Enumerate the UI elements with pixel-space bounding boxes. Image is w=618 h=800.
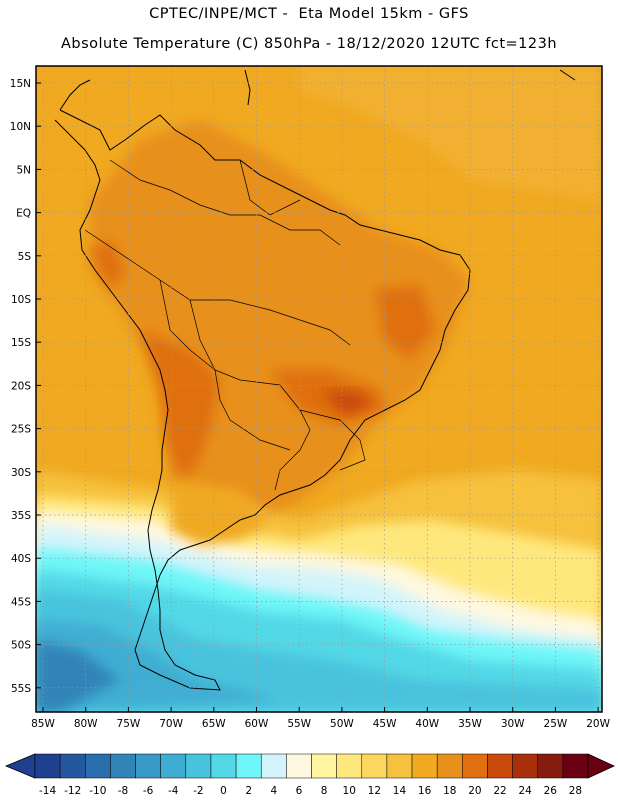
lon-label: 85W	[31, 718, 55, 730]
colorbar-swatch	[311, 753, 337, 779]
colorbar-tick-label: -6	[143, 785, 154, 797]
lat-label: 10S	[11, 294, 31, 306]
lon-label: 50W	[330, 718, 354, 730]
colorbar-swatch	[210, 753, 237, 779]
colorbar-tick-label: 28	[569, 785, 582, 797]
lon-label: 20W	[586, 718, 610, 730]
map-frame	[35, 65, 603, 713]
colorbar-tick-label: 16	[418, 785, 432, 797]
map-title: CPTEC/INPE/MCT - Eta Model 15km - GFS	[149, 6, 469, 22]
lat-label: 35S	[11, 510, 31, 522]
colorbar-swatch	[286, 753, 312, 779]
lon-label: 35W	[458, 718, 482, 730]
colorbar-swatch	[135, 753, 161, 779]
lat-label: 25S	[11, 424, 31, 436]
colorbar-tick-label: -8	[118, 785, 128, 797]
colorbar-tick-label: 10	[343, 785, 356, 797]
lon-label: 60W	[245, 718, 269, 730]
colorbar-tick-label: 18	[443, 785, 456, 797]
map-subtitle: Absolute Temperature (C) 850hPa - 18/12/…	[60, 36, 558, 52]
coastline	[54, 69, 576, 691]
colorbar-tick-label: 20	[468, 785, 481, 797]
colorbar-swatch	[185, 753, 212, 779]
lon-label: 45W	[373, 718, 397, 730]
lon-label: 80W	[74, 718, 98, 730]
colorbar-swatch	[260, 753, 287, 779]
colorbar-swatch	[537, 753, 564, 779]
colorbar-swatch	[436, 753, 463, 779]
colorbar-swatch	[336, 753, 363, 779]
colorbar-swatch	[160, 753, 187, 779]
lon-label: 70W	[159, 718, 183, 730]
colorbar-tick-label: -14	[39, 785, 56, 797]
country-borders	[84, 159, 366, 491]
colorbar-tick-label: 22	[493, 785, 506, 797]
lat-label: EQ	[16, 208, 31, 220]
colorbar-swatch	[85, 753, 111, 779]
lat-label: 45S	[11, 596, 31, 608]
lat-label: 20S	[11, 380, 31, 392]
colorbar-swatch	[512, 753, 538, 779]
lat-label: 55S	[11, 683, 31, 695]
lon-label: 65W	[202, 718, 226, 730]
colorbar-tick-label: 0	[220, 785, 227, 797]
colorbar-tick-label: -10	[89, 785, 106, 797]
colorbar-tick-label: 12	[368, 785, 381, 797]
colorbar-swatch	[34, 753, 61, 779]
lat-label: 30S	[11, 467, 31, 479]
colorbar-swatch	[562, 753, 589, 779]
colorbar-tick-label: 26	[544, 785, 558, 797]
lon-label: 55W	[287, 718, 311, 730]
lat-label: 15S	[11, 337, 31, 349]
colorbar-tick-label: 8	[321, 785, 328, 797]
lat-label: 10N	[10, 121, 31, 133]
colorbar-tick-label: 4	[270, 785, 277, 797]
lon-label: 30W	[501, 718, 525, 730]
colorbar-swatch	[235, 753, 262, 779]
lat-label: 5N	[16, 164, 31, 176]
colorbar-swatch	[411, 753, 438, 779]
colorbar-tick-label: -4	[168, 785, 179, 797]
colorbar-over-arrow	[587, 753, 615, 779]
colorbar-tick-label: 24	[518, 785, 532, 797]
colorbar-under-arrow	[4, 753, 36, 779]
lon-label: 40W	[415, 718, 439, 730]
colorbar-tick-label: 6	[296, 785, 303, 797]
latitude-axis: 15N 10N 5N EQ 5S 10S 15S 20S 25S 30S 35S 40S 45S 50S 5…	[10, 78, 41, 695]
colorbar-tick-label: -12	[64, 785, 81, 797]
colorbar-swatch	[361, 753, 388, 779]
colorbar-swatch	[110, 753, 136, 779]
colorbar-swatch	[59, 753, 86, 779]
colorbar-swatch	[386, 753, 413, 779]
colorbar-tick-label: 2	[245, 785, 252, 797]
lat-label: 15N	[10, 78, 31, 90]
colorbar-swatch	[462, 753, 488, 779]
colorbar-tick-label: 14	[393, 785, 407, 797]
colorbar: -14 -12 -10 -8 -6 -4 -2 0 2 4 6 8 10 12 14 16 18 20 22 24 26…	[4, 753, 615, 797]
colorbar-swatch	[487, 753, 513, 779]
colorbar-tick-label: -2	[193, 785, 203, 797]
lat-label: 5S	[18, 251, 32, 263]
lon-label: 25W	[544, 718, 568, 730]
longitude-axis: 85W 80W 75W 70W 65W 60W 55W 50W 45W 40W 35W 30W 25W 2…	[31, 707, 611, 730]
lon-label: 75W	[117, 718, 141, 730]
lat-label: 50S	[11, 640, 31, 652]
temperature-field	[36, 66, 602, 712]
lat-label: 40S	[11, 553, 31, 565]
